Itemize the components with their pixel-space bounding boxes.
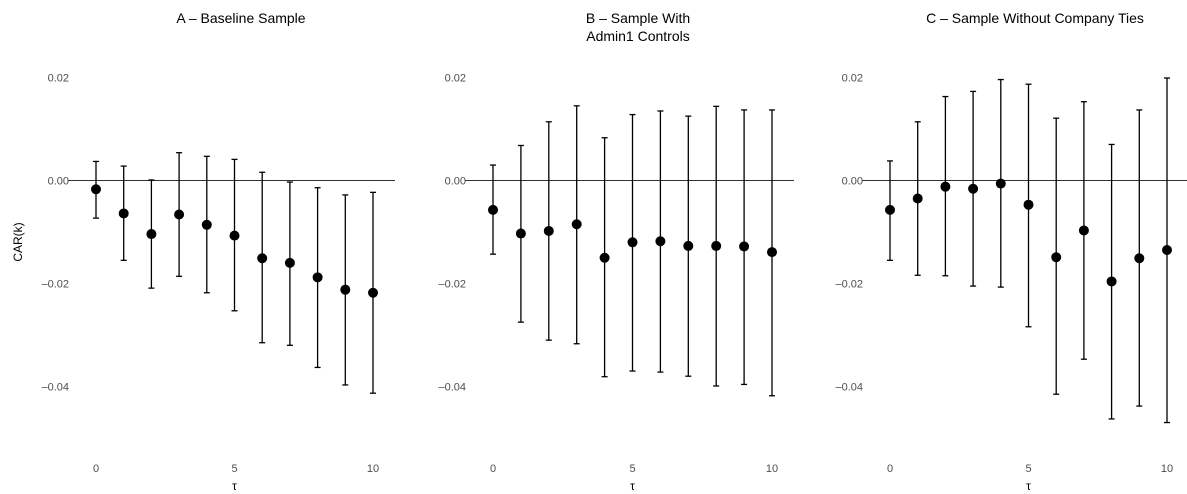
x-tick-label: 10 bbox=[766, 463, 778, 475]
x-tick-label: 5 bbox=[629, 463, 635, 475]
car-point bbox=[229, 230, 240, 241]
car-point bbox=[340, 284, 351, 295]
y-tick-label: –0.02 bbox=[41, 279, 69, 291]
y-tick-label: 0.02 bbox=[445, 73, 466, 85]
car-point bbox=[1106, 276, 1117, 287]
car-point bbox=[543, 225, 554, 236]
x-tick-label: 10 bbox=[1161, 463, 1173, 475]
panel-title: B – Sample With bbox=[586, 10, 690, 26]
car-point bbox=[739, 241, 750, 252]
car-point bbox=[627, 237, 638, 248]
car-point bbox=[1023, 199, 1034, 210]
car-point bbox=[683, 240, 694, 251]
panel-a: A – Baseline Sample 0.02 0.00 –0.02 –0.04 0 5 1… bbox=[11, 10, 395, 493]
y-tick-label: 0.00 bbox=[842, 176, 863, 188]
panel-b: B – Sample With Admin1 Controls 0.02 0.00 –0… bbox=[438, 10, 794, 493]
y-tick-label: –0.02 bbox=[438, 279, 466, 291]
car-point bbox=[940, 181, 951, 192]
panel-title: C – Sample Without Company Ties bbox=[926, 10, 1144, 26]
panel-c: C – Sample Without Company Ties 0.02 0.00 –… bbox=[835, 10, 1187, 493]
x-tick-label: 0 bbox=[490, 463, 496, 475]
car-point bbox=[146, 229, 157, 240]
x-tick-label: 0 bbox=[887, 463, 893, 475]
car-point bbox=[912, 193, 923, 204]
car-point bbox=[368, 287, 378, 298]
y-tick-label: 0.00 bbox=[48, 176, 69, 188]
x-axis-label: τ bbox=[630, 479, 635, 493]
panel-title: Admin1 Controls bbox=[586, 28, 690, 44]
y-tick-label: 0.00 bbox=[445, 176, 466, 188]
x-tick-label: 5 bbox=[1025, 463, 1031, 475]
car-point bbox=[1134, 253, 1145, 264]
car-point bbox=[257, 253, 268, 264]
car-point bbox=[118, 208, 129, 219]
x-axis-label: τ bbox=[1026, 479, 1031, 493]
car-point bbox=[571, 219, 582, 230]
car-point bbox=[711, 240, 722, 251]
x-tick-label: 10 bbox=[367, 463, 379, 475]
car-point bbox=[1051, 252, 1062, 263]
car-point bbox=[767, 247, 777, 258]
y-tick-label: –0.04 bbox=[41, 382, 69, 394]
x-tick-label: 5 bbox=[231, 463, 237, 475]
car-point bbox=[312, 272, 323, 283]
car-point bbox=[1162, 245, 1172, 256]
panel-title: A – Baseline Sample bbox=[176, 10, 305, 26]
car-point bbox=[1078, 225, 1089, 236]
y-tick-label: 0.02 bbox=[842, 73, 863, 85]
car-point bbox=[201, 219, 212, 230]
car-point bbox=[655, 236, 666, 247]
car-point bbox=[488, 204, 498, 215]
car-point bbox=[968, 183, 979, 194]
x-tick-label: 0 bbox=[93, 463, 99, 475]
car-point bbox=[174, 209, 185, 220]
y-tick-label: 0.02 bbox=[48, 73, 69, 85]
y-tick-label: –0.04 bbox=[835, 382, 863, 394]
car-point bbox=[599, 252, 610, 263]
car-point bbox=[284, 257, 295, 268]
car-point bbox=[995, 178, 1006, 189]
y-axis-label: CAR(k) bbox=[11, 222, 25, 261]
y-tick-label: –0.04 bbox=[438, 382, 466, 394]
car-point bbox=[91, 184, 101, 195]
y-tick-label: –0.02 bbox=[835, 279, 863, 291]
car-point bbox=[885, 204, 895, 215]
x-axis-label: τ bbox=[232, 479, 237, 493]
car-point bbox=[515, 228, 526, 239]
